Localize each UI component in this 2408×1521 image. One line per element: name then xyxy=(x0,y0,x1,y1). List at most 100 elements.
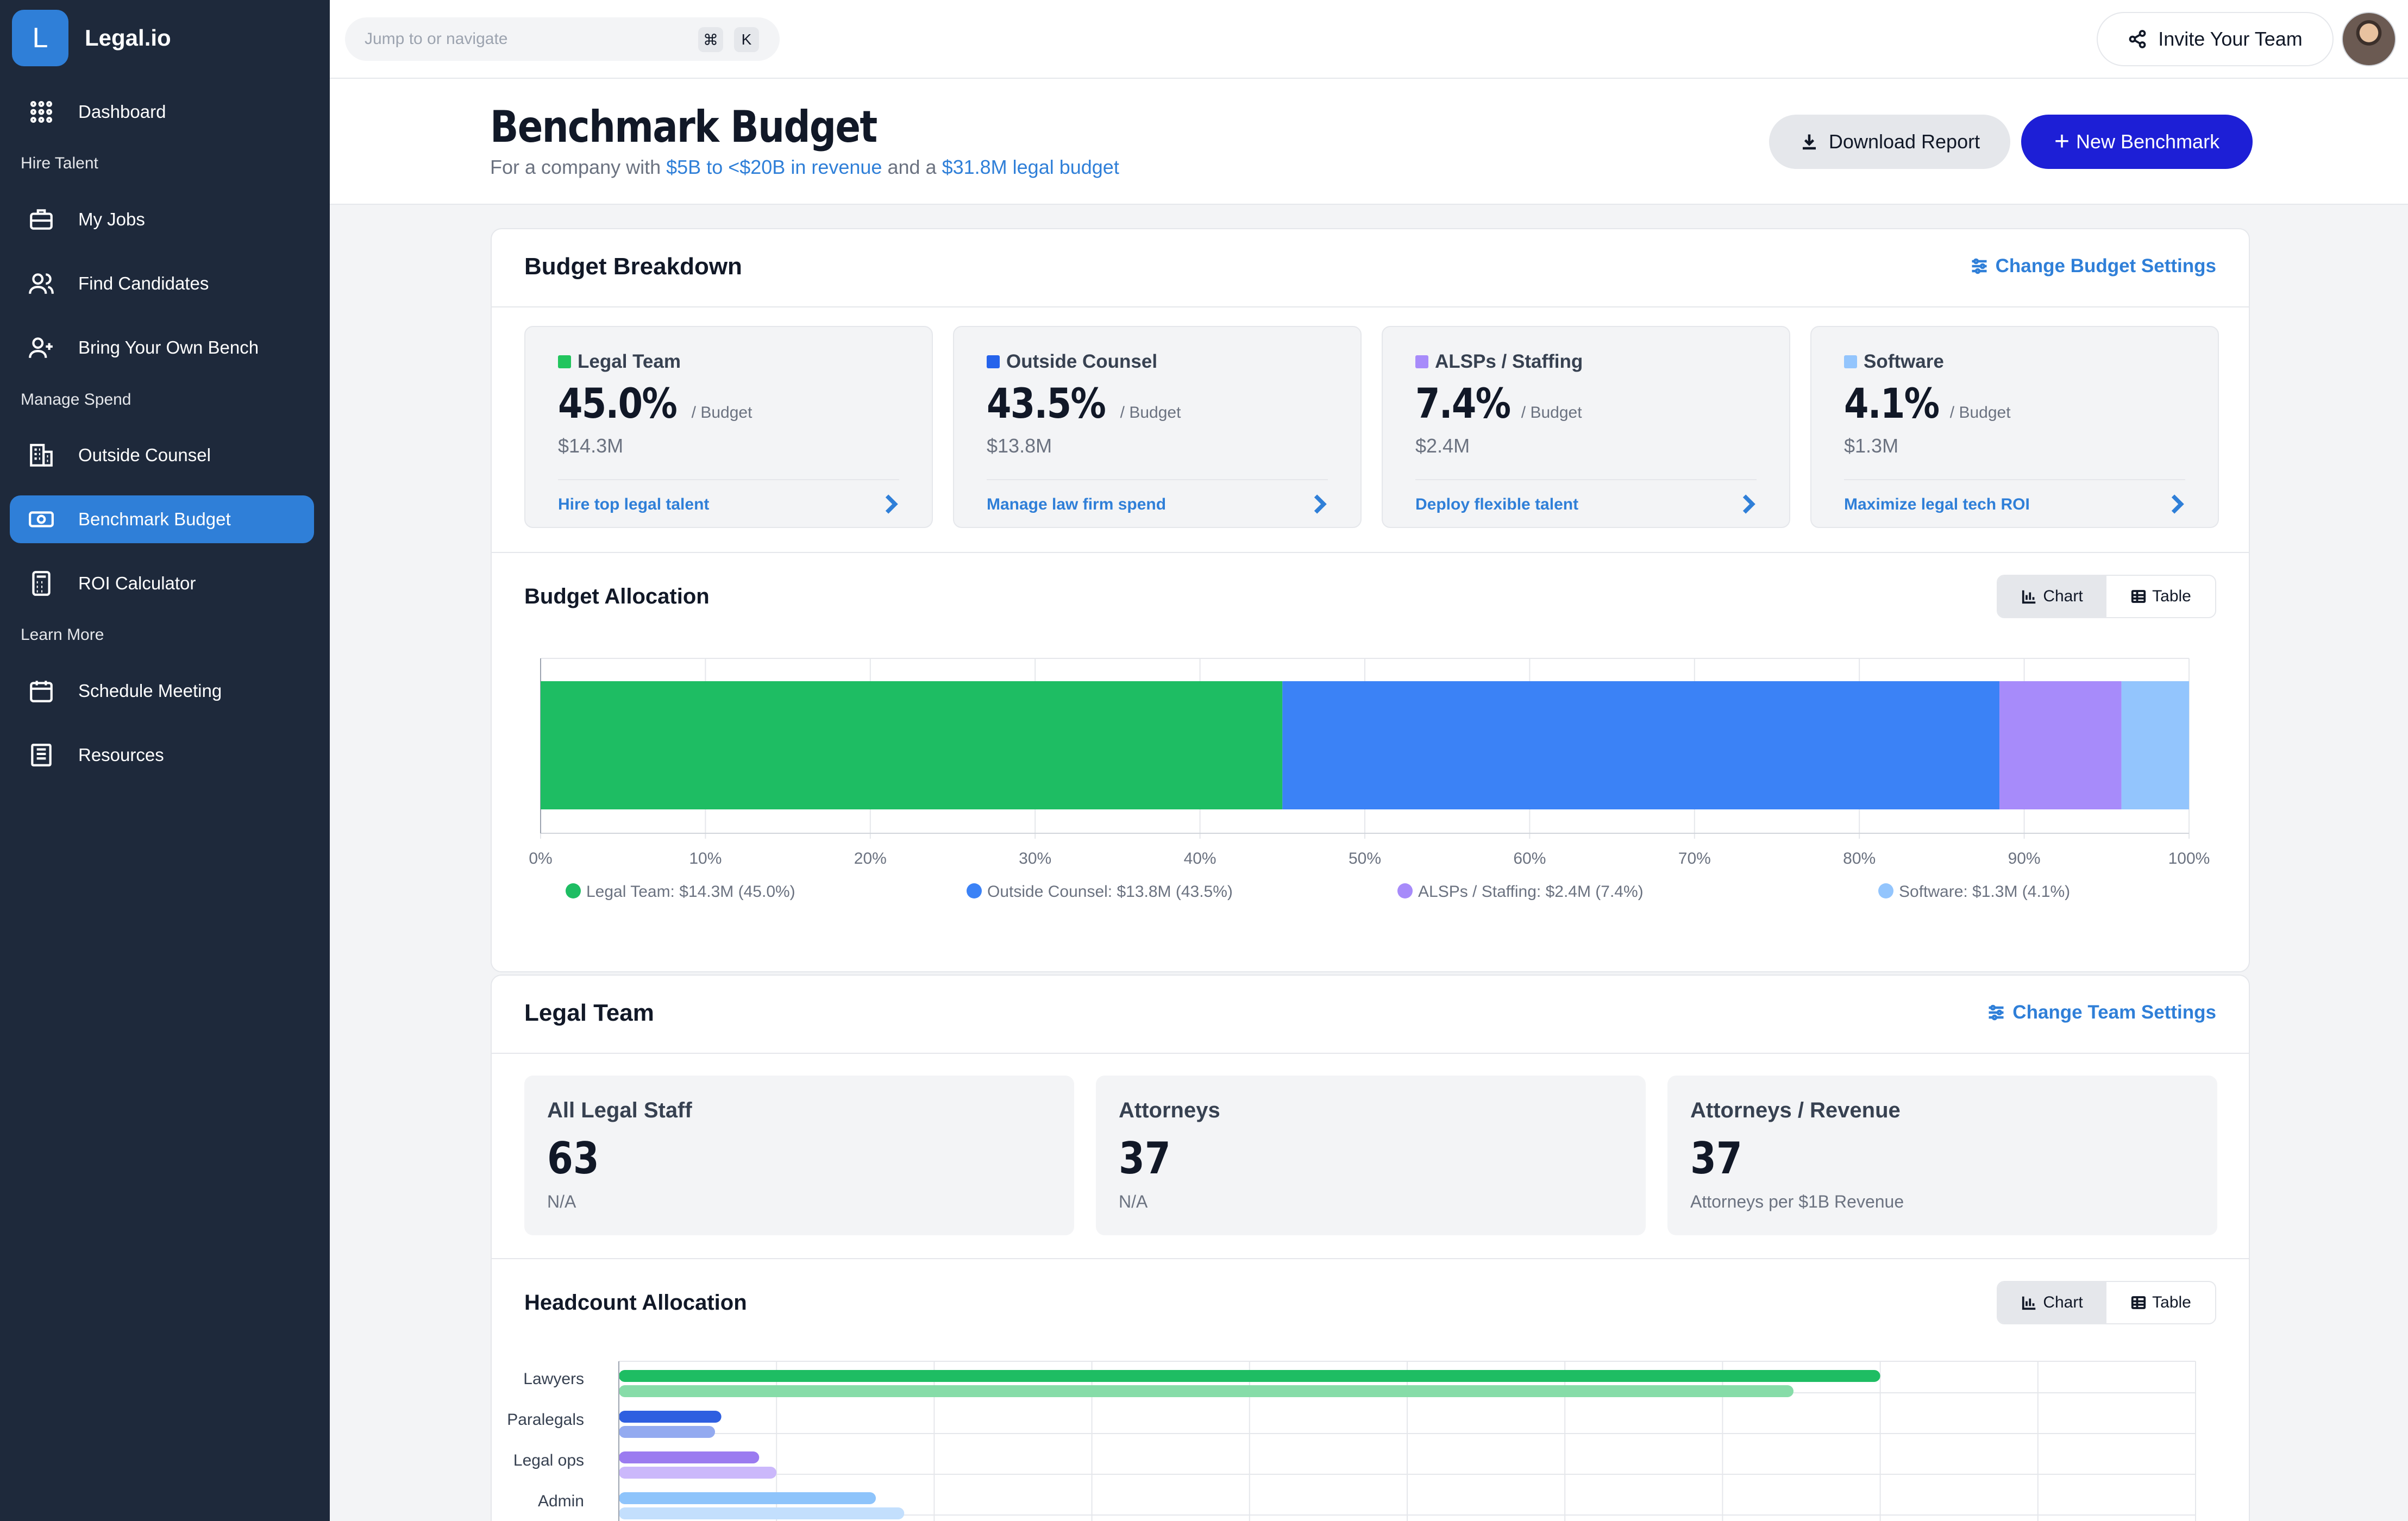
change-team-settings-link[interactable]: Change Team Settings xyxy=(1986,1002,2216,1023)
sliders-icon xyxy=(1989,1004,2004,1021)
chevron-right-icon[interactable] xyxy=(883,493,899,515)
table-view-button[interactable]: Table xyxy=(2106,576,2215,617)
divider xyxy=(1844,479,2185,480)
divider xyxy=(987,479,1328,480)
sidebar-item-roi-calculator[interactable]: ROI Calculator xyxy=(10,560,314,607)
page-header: Benchmark Budget For a company with $5B … xyxy=(330,79,2408,205)
chart-view-button[interactable]: Chart xyxy=(1998,576,2106,617)
headcount-bar xyxy=(619,1385,1794,1397)
brand[interactable]: L Legal.io xyxy=(12,10,171,66)
legend-swatch xyxy=(987,355,1000,368)
stat-subtext: N/A xyxy=(547,1192,576,1211)
stat-value: 63 xyxy=(547,1133,599,1184)
metric-label: Software xyxy=(1864,351,1944,372)
metric-card-legal-team: Legal Team 45.0% / Budget $14.3M Hire top… xyxy=(524,326,933,528)
sidebar-item-resources[interactable]: Resources xyxy=(10,731,314,779)
change-budget-settings-link[interactable]: Change Budget Settings xyxy=(1970,255,2216,277)
metric-label: Legal Team xyxy=(578,351,681,372)
legend-dot xyxy=(1397,883,1413,898)
sidebar-item-label: Resources xyxy=(78,745,164,765)
command-key: ⌘ xyxy=(698,27,723,52)
legal-budget-link[interactable]: $31.8M legal budget xyxy=(942,156,1119,178)
divider xyxy=(492,306,2249,307)
legend-dot xyxy=(967,883,982,898)
divider xyxy=(1415,479,1757,480)
new-benchmark-label: New Benchmark xyxy=(2075,130,2220,153)
sidebar-item-schedule-meeting[interactable]: Schedule Meeting xyxy=(10,667,314,715)
stat-label: Attorneys xyxy=(1119,1098,1220,1122)
new-benchmark-button[interactable]: + New Benchmark xyxy=(2021,115,2253,169)
view-toggle: Chart Table xyxy=(1997,575,2216,618)
search-input[interactable]: Jump to or navigate ⌘ K xyxy=(345,17,780,61)
sidebar-item-outside-counsel[interactable]: Outside Counsel xyxy=(10,431,314,479)
revenue-range-link[interactable]: $5B to <$20B in revenue xyxy=(666,156,882,178)
metric-per-label: / Budget xyxy=(1949,404,2011,422)
sidebar-item-my-jobs[interactable]: My Jobs xyxy=(10,196,314,243)
sidebar-item-bring-your-own-bench[interactable]: Bring Your Own Bench xyxy=(10,324,314,372)
x-tick-label: 60% xyxy=(1513,850,1546,868)
sidebar: L Legal.io Dashboard Hire Talent My Jobs… xyxy=(0,0,330,1521)
download-icon xyxy=(1802,134,1816,150)
x-tick-label: 100% xyxy=(2168,850,2210,868)
maximize-legal-tech-roi-link[interactable]: Maximize legal tech ROI xyxy=(1844,495,2030,513)
sidebar-item-dashboard[interactable]: Dashboard xyxy=(10,88,314,136)
calendar-icon xyxy=(26,676,57,706)
metric-amount: $1.3M xyxy=(1844,435,1899,457)
chart-view-button[interactable]: Chart xyxy=(1998,1282,2106,1323)
sidebar-item-label: Bring Your Own Bench xyxy=(78,337,259,357)
headcount-bar xyxy=(619,1411,722,1423)
download-report-button[interactable]: Download Report xyxy=(1769,115,2010,169)
manage-law-firm-spend-link[interactable]: Manage law firm spend xyxy=(987,495,1167,513)
sidebar-item-find-candidates[interactable]: Find Candidates xyxy=(10,260,314,307)
stat-value: 37 xyxy=(1690,1133,1742,1184)
headcount-bar xyxy=(619,1370,1880,1382)
avatar[interactable] xyxy=(2342,12,2396,66)
legend-label: Legal Team: $14.3M (45.0%) xyxy=(586,883,795,901)
chart-label: Chart xyxy=(2043,587,2083,605)
table-view-button[interactable]: Table xyxy=(2106,1282,2215,1323)
headcount-bar xyxy=(619,1451,760,1463)
change-team-settings-label: Change Team Settings xyxy=(2012,1002,2216,1023)
search-placeholder: Jump to or navigate xyxy=(365,30,508,48)
chevron-right-icon[interactable] xyxy=(2169,493,2185,515)
hire-top-legal-talent-link[interactable]: Hire top legal talent xyxy=(558,495,710,513)
view-toggle: Chart Table xyxy=(1997,1281,2216,1324)
users-icon xyxy=(26,268,57,299)
x-tick-label: 10% xyxy=(689,850,722,868)
chevron-right-icon[interactable] xyxy=(1312,493,1328,515)
sliders-icon xyxy=(1972,258,1987,274)
logo-icon: L xyxy=(12,10,68,66)
divider xyxy=(492,1053,2249,1054)
table-icon xyxy=(2131,1296,2146,1309)
metric-percent: 43.5% xyxy=(987,379,1106,428)
table-label: Table xyxy=(2152,587,2191,605)
user-plus-icon xyxy=(26,332,57,363)
chevron-right-icon[interactable] xyxy=(1740,493,1757,515)
sidebar-item-benchmark-budget[interactable]: Benchmark Budget xyxy=(10,495,314,543)
nav-section-learn-more: Learn More xyxy=(21,626,104,644)
invite-team-button[interactable]: Invite Your Team xyxy=(2097,12,2334,66)
metric-label: Outside Counsel xyxy=(1006,351,1158,372)
budget-breakdown-title: Budget Breakdown xyxy=(524,253,742,280)
deploy-flexible-talent-link[interactable]: Deploy flexible talent xyxy=(1415,495,1579,513)
bar-segment xyxy=(541,681,1283,809)
change-budget-settings-label: Change Budget Settings xyxy=(1995,255,2216,276)
category-label: Lawyers xyxy=(523,1370,584,1388)
download-label: Download Report xyxy=(1828,130,1980,153)
metric-percent: 7.4% xyxy=(1415,379,1511,428)
table-icon xyxy=(2131,590,2146,603)
subtitle-mid: and a xyxy=(887,156,937,178)
calculator-icon xyxy=(26,568,57,599)
page-title: Benchmark Budget xyxy=(490,102,877,152)
subtitle-prefix: For a company with xyxy=(490,156,661,178)
nav-section-hire-talent: Hire Talent xyxy=(21,154,98,172)
bar-segment xyxy=(2121,681,2189,809)
grid-icon xyxy=(26,97,57,127)
stat-card-attorneys-revenue: Attorneys / Revenue 37 Attorneys per $1B… xyxy=(1667,1076,2217,1235)
metric-per-label: / Budget xyxy=(1120,404,1181,422)
metric-card-outside-counsel: Outside Counsel 43.5% / Budget $13.8M Man… xyxy=(953,326,1362,528)
x-tick-label: 70% xyxy=(1678,850,1711,868)
legend-label: Outside Counsel: $13.8M (43.5%) xyxy=(987,883,1233,901)
x-tick-label: 20% xyxy=(854,850,887,868)
x-tick-label: 30% xyxy=(1019,850,1051,868)
